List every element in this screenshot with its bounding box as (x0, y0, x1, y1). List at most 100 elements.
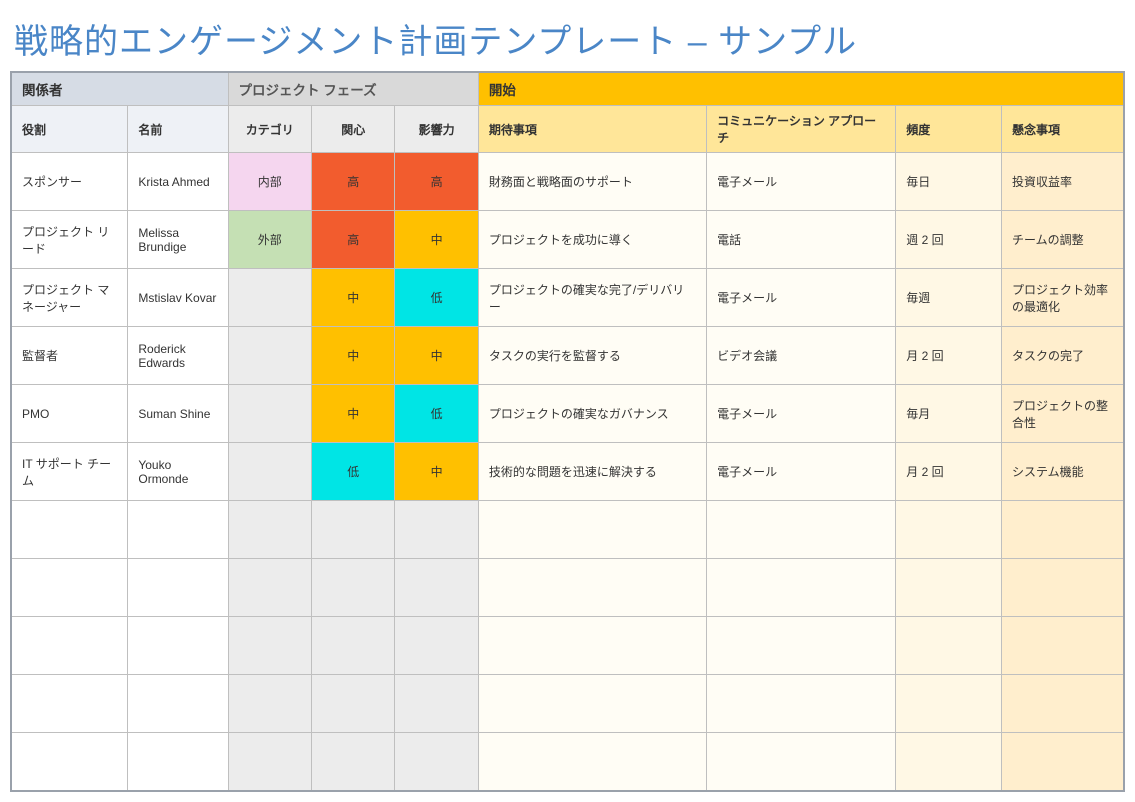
cell-frequency: 毎週 (896, 269, 1002, 327)
cell-name (128, 501, 228, 559)
cell-approach: 電子メール (707, 269, 896, 327)
cell-approach: 電話 (707, 211, 896, 269)
col-frequency: 頻度 (896, 106, 1002, 153)
engagement-table: 関係者 プロジェクト フェーズ 開始 役割 名前 カテゴリ 関心 影響力 期待事… (10, 71, 1125, 792)
cell-approach: 電子メール (707, 443, 896, 501)
cell-influence: 中 (395, 211, 478, 269)
cell-expectations: プロジェクトの確実なガバナンス (478, 385, 706, 443)
table-row: プロジェクト リードMelissa Brundige外部高中プロジェクトを成功に… (11, 211, 1124, 269)
cell-concerns: 投資収益率 (1002, 153, 1124, 211)
cell-concerns: プロジェクトの整合性 (1002, 385, 1124, 443)
cell-expectations (478, 733, 706, 791)
cell-interest (311, 559, 394, 617)
cell-name: Youko Ormonde (128, 443, 228, 501)
cell-name: Mstislav Kovar (128, 269, 228, 327)
cell-role: IT サポート チーム (11, 443, 128, 501)
cell-role: 監督者 (11, 327, 128, 385)
cell-name (128, 675, 228, 733)
table-row-empty (11, 501, 1124, 559)
cell-concerns (1002, 559, 1124, 617)
col-category: カテゴリ (228, 106, 311, 153)
cell-role (11, 559, 128, 617)
cell-influence: 中 (395, 327, 478, 385)
cell-frequency (896, 617, 1002, 675)
cell-approach (707, 501, 896, 559)
cell-interest (311, 675, 394, 733)
cell-expectations: 技術的な問題を迅速に解決する (478, 443, 706, 501)
cell-category (228, 559, 311, 617)
cell-role: スポンサー (11, 153, 128, 211)
col-name: 名前 (128, 106, 228, 153)
section-stakeholder: 関係者 (11, 72, 228, 106)
table-body: スポンサーKrista Ahmed内部高高財務面と戦略面のサポート電子メール毎日… (11, 153, 1124, 791)
cell-approach (707, 733, 896, 791)
cell-name (128, 733, 228, 791)
table-row-empty (11, 733, 1124, 791)
cell-name (128, 617, 228, 675)
cell-influence: 低 (395, 269, 478, 327)
table-row-empty (11, 559, 1124, 617)
cell-concerns: システム機能 (1002, 443, 1124, 501)
cell-role (11, 675, 128, 733)
cell-concerns (1002, 733, 1124, 791)
col-concerns: 懸念事項 (1002, 106, 1124, 153)
cell-frequency (896, 559, 1002, 617)
cell-category: 内部 (228, 153, 311, 211)
cell-influence: 高 (395, 153, 478, 211)
cell-influence: 中 (395, 443, 478, 501)
cell-approach: ビデオ会議 (707, 327, 896, 385)
cell-concerns: タスクの完了 (1002, 327, 1124, 385)
cell-interest: 高 (311, 153, 394, 211)
table-row: IT サポート チームYouko Ormonde 低中技術的な問題を迅速に解決する… (11, 443, 1124, 501)
cell-frequency: 月 2 回 (896, 443, 1002, 501)
cell-name (128, 559, 228, 617)
cell-interest: 中 (311, 385, 394, 443)
cell-interest (311, 501, 394, 559)
cell-approach (707, 675, 896, 733)
cell-concerns (1002, 675, 1124, 733)
col-approach: コミュニケーション アプローチ (707, 106, 896, 153)
cell-expectations (478, 675, 706, 733)
cell-expectations: タスクの実行を監督する (478, 327, 706, 385)
cell-name: Roderick Edwards (128, 327, 228, 385)
cell-frequency (896, 733, 1002, 791)
cell-role: プロジェクト リード (11, 211, 128, 269)
cell-influence (395, 675, 478, 733)
cell-interest (311, 733, 394, 791)
cell-frequency: 毎月 (896, 385, 1002, 443)
table-row: プロジェクト マネージャーMstislav Kovar中低プロジェクトの確実な完… (11, 269, 1124, 327)
table-row-empty (11, 675, 1124, 733)
cell-frequency (896, 501, 1002, 559)
cell-concerns (1002, 617, 1124, 675)
cell-category (228, 269, 311, 327)
cell-expectations (478, 501, 706, 559)
cell-concerns (1002, 501, 1124, 559)
cell-approach: 電子メール (707, 385, 896, 443)
cell-frequency: 毎日 (896, 153, 1002, 211)
section-header-row: 関係者 プロジェクト フェーズ 開始 (11, 72, 1124, 106)
cell-interest (311, 617, 394, 675)
cell-expectations: 財務面と戦略面のサポート (478, 153, 706, 211)
cell-category (228, 501, 311, 559)
cell-role (11, 733, 128, 791)
cell-name: Krista Ahmed (128, 153, 228, 211)
cell-role (11, 617, 128, 675)
cell-name: Melissa Brundige (128, 211, 228, 269)
cell-category (228, 443, 311, 501)
page-title: 戦略的エンゲージメント計画テンプレート – サンプル (14, 14, 1125, 63)
cell-role (11, 501, 128, 559)
section-phase: プロジェクト フェーズ (228, 72, 478, 106)
cell-expectations (478, 559, 706, 617)
cell-role: PMO (11, 385, 128, 443)
col-role: 役割 (11, 106, 128, 153)
cell-influence (395, 617, 478, 675)
cell-interest: 低 (311, 443, 394, 501)
cell-role: プロジェクト マネージャー (11, 269, 128, 327)
cell-frequency: 週 2 回 (896, 211, 1002, 269)
cell-interest: 中 (311, 327, 394, 385)
cell-frequency (896, 675, 1002, 733)
section-begin: 開始 (478, 72, 1124, 106)
col-expectations: 期待事項 (478, 106, 706, 153)
table-row: 監督者Roderick Edwards中中タスクの実行を監督するビデオ会議月 2… (11, 327, 1124, 385)
cell-influence (395, 733, 478, 791)
